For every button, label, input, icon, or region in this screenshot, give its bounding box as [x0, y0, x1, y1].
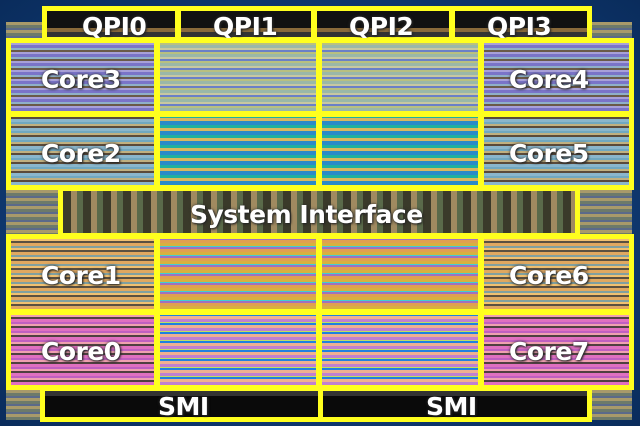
qpi3-label: QPI3 — [487, 12, 552, 41]
core3-label: Core3 — [41, 65, 121, 94]
qpi2-label: QPI2 — [349, 12, 414, 41]
core5-label: Core5 — [509, 139, 589, 168]
qpi0-label: QPI0 — [82, 12, 147, 41]
cache-block-3 — [155, 112, 321, 190]
core6-block: Core6 — [479, 234, 634, 314]
cache-block-1 — [155, 38, 321, 116]
core5-block: Core5 — [479, 112, 634, 190]
core7-block: Core7 — [479, 310, 634, 390]
core0-label: Core0 — [41, 337, 121, 366]
smi-block-right: SMI — [318, 386, 592, 422]
qpi0-block: QPI0 — [42, 6, 180, 42]
core1-label: Core1 — [41, 261, 121, 290]
core0-block: Core0 — [6, 310, 159, 390]
qpi1-label: QPI1 — [213, 12, 278, 41]
cache-block-8 — [317, 310, 483, 390]
smi-block-left: SMI — [40, 386, 324, 422]
qpi1-block: QPI1 — [176, 6, 316, 42]
core3-block: Core3 — [6, 38, 159, 116]
cache-block-7 — [155, 310, 321, 390]
smi-right-label: SMI — [426, 392, 477, 421]
core4-label: Core4 — [509, 65, 589, 94]
core2-block: Core2 — [6, 112, 159, 190]
system-interface-label: System Interface — [190, 200, 423, 229]
cache-block-2 — [317, 38, 483, 116]
core1-block: Core1 — [6, 234, 159, 314]
smi-left-label: SMI — [158, 392, 209, 421]
cache-block-5 — [155, 234, 321, 314]
cache-block-4 — [317, 112, 483, 190]
system-interface-block: System Interface — [58, 186, 580, 238]
core4-block: Core4 — [479, 38, 634, 116]
core6-label: Core6 — [509, 261, 589, 290]
core2-label: Core2 — [41, 139, 121, 168]
core7-label: Core7 — [509, 337, 589, 366]
qpi3-block: QPI3 — [450, 6, 592, 42]
qpi2-block: QPI2 — [312, 6, 454, 42]
cache-block-6 — [317, 234, 483, 314]
